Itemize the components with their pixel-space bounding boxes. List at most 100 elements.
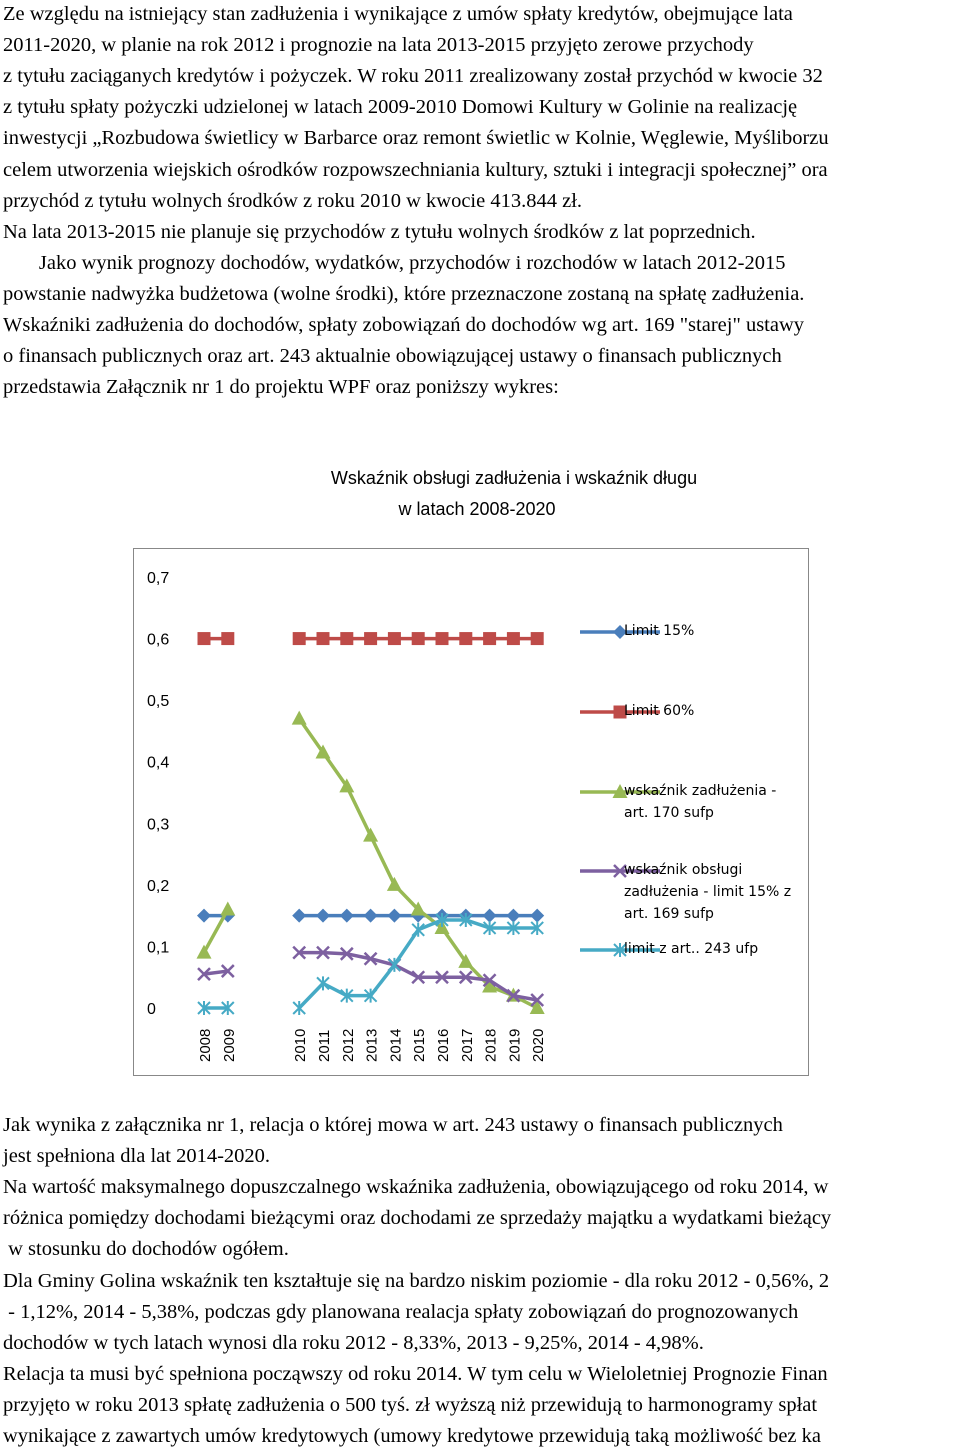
y-tick-label: 0,2 xyxy=(147,878,169,895)
text-line: o finansach publicznych oraz art. 243 ak… xyxy=(3,345,782,368)
marker xyxy=(482,908,497,923)
marker xyxy=(339,908,354,923)
marker xyxy=(315,744,331,759)
marker xyxy=(530,993,545,1007)
x-tick-label: 2015 xyxy=(411,1029,428,1062)
text-line: przedstawia Załącznik nr 1 do projektu W… xyxy=(3,376,559,399)
legend-label: Limit 15% xyxy=(624,623,695,639)
legend-label: limit z art.. 243 ufp xyxy=(624,941,759,957)
legend-label: Limit 60% xyxy=(624,703,695,719)
y-tick-label: 0,3 xyxy=(147,816,169,833)
marker xyxy=(459,632,473,646)
marker xyxy=(482,920,497,935)
marker xyxy=(197,632,211,646)
marker xyxy=(292,1001,306,1015)
marker xyxy=(612,784,628,798)
chart-title: w latach 2008-2020 xyxy=(397,499,555,519)
chart-title: Wskaźnik obsługi zadłużenia i wskaźnik d… xyxy=(331,468,697,488)
marker xyxy=(506,920,521,935)
marker xyxy=(220,964,235,978)
marker xyxy=(387,957,402,972)
text-line: z tytułu spłaty pożyczki udzielonej w la… xyxy=(3,96,798,119)
marker xyxy=(506,988,521,1003)
legend-label: wskaźnik zadłużenia - art. 170 sufp xyxy=(624,783,777,821)
marker xyxy=(292,908,307,923)
text-line: celem utworzenia wiejskich ośrodków rozp… xyxy=(3,158,828,181)
text-line: z tytułu zaciąganych kredytów i pożyczek… xyxy=(3,65,823,88)
marker xyxy=(364,632,378,646)
marker xyxy=(221,1001,235,1015)
marker xyxy=(458,953,474,968)
marker xyxy=(316,945,330,960)
y-tick-label: 0 xyxy=(147,1001,156,1018)
text-line: Relacja ta musi być spełniona począwszy … xyxy=(3,1362,828,1385)
marker xyxy=(340,988,354,1003)
legend-label: wskaźnik obsługi zadłużenia - limit 15% … xyxy=(624,862,792,922)
marker xyxy=(363,951,378,966)
marker xyxy=(458,970,473,985)
marker xyxy=(197,967,211,982)
x-tick-label: 2016 xyxy=(435,1029,452,1062)
marker xyxy=(197,908,211,923)
marker xyxy=(411,970,426,985)
text-line: wynikające z zawartych umów kredytowych … xyxy=(3,1425,821,1447)
marker xyxy=(459,912,473,927)
x-tick-label: 2020 xyxy=(530,1029,547,1062)
marker xyxy=(613,625,627,639)
text-line: Na lata 2013-2015 nie planuje się przych… xyxy=(3,220,756,243)
marker xyxy=(292,945,307,960)
text-line: inwestycji „Rozbudowa świetlicy w Barbar… xyxy=(3,127,829,150)
marker xyxy=(613,864,627,878)
text-line: Ze względu na istniejący stan zadłużenia… xyxy=(3,3,793,25)
marker xyxy=(410,901,426,916)
marker xyxy=(530,908,545,923)
marker xyxy=(196,944,212,959)
x-tick-label: 2009 xyxy=(221,1029,238,1062)
x-tick-label: 2011 xyxy=(316,1030,333,1062)
text-line: Wskaźniki zadłużenia do dochodów, spłaty… xyxy=(3,314,805,336)
x-tick-label: 2018 xyxy=(483,1029,500,1062)
marker xyxy=(435,970,449,985)
marker xyxy=(530,920,544,935)
marker xyxy=(482,973,497,988)
marker xyxy=(434,919,450,934)
x-tick-label: 2008 xyxy=(197,1029,214,1062)
text-line: przyjęto w roku 2013 spłatę zadłużenia o… xyxy=(3,1393,818,1416)
marker xyxy=(363,827,379,842)
x-tick-label: 2013 xyxy=(364,1029,381,1062)
marker xyxy=(197,1001,211,1015)
marker xyxy=(411,922,425,937)
marker xyxy=(316,908,330,923)
text-line: Jak wynika z załącznika nr 1, relacja o … xyxy=(3,1114,783,1136)
marker xyxy=(530,632,544,646)
marker xyxy=(506,632,520,646)
text-line: Dla Gminy Golina wskaźnik ten kształtuje… xyxy=(3,1269,830,1292)
marker xyxy=(221,632,235,646)
chart-frame xyxy=(133,548,809,1076)
text-line: dochodów w tych latach wynosi dla roku 2… xyxy=(3,1331,704,1354)
x-tick-label: 2019 xyxy=(506,1029,523,1062)
marker xyxy=(340,632,354,646)
marker xyxy=(316,976,330,991)
text-line: różnica pomiędzy dochodami bieżącymi ora… xyxy=(3,1207,832,1230)
text-line: Jako wynik prognozy dochodów, wydatków, … xyxy=(3,251,786,274)
marker xyxy=(613,943,627,957)
marker xyxy=(291,710,307,725)
marker xyxy=(220,901,236,916)
marker xyxy=(435,632,449,646)
marker xyxy=(387,632,401,646)
y-tick-label: 0,6 xyxy=(147,632,169,649)
text-line: przychód z tytułu wolnych środków z roku… xyxy=(3,189,583,212)
text-line: - 1,12%, 2014 - 5,38%, podczas gdy plano… xyxy=(3,1300,799,1323)
text-line: Na wartość maksymalnego dopuszczalnego w… xyxy=(3,1176,829,1199)
marker xyxy=(387,908,402,923)
text-line: powstanie nadwyżka budżetowa (wolne środ… xyxy=(3,282,805,305)
y-tick-label: 0,7 xyxy=(147,570,169,587)
text-line: w stosunku do dochodów ogółem. xyxy=(3,1238,289,1261)
marker xyxy=(613,705,627,719)
marker xyxy=(363,908,378,923)
y-tick-label: 0,4 xyxy=(147,755,169,772)
y-tick-label: 0,1 xyxy=(147,939,169,956)
